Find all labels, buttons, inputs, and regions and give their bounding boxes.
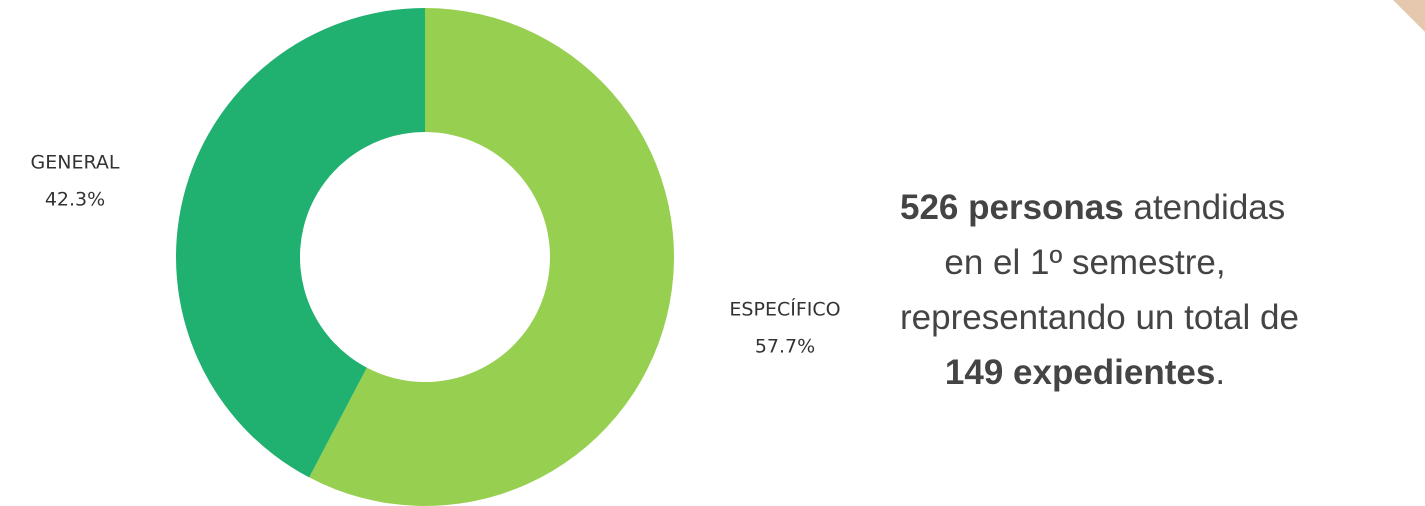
annotation-text: 149 expedientes xyxy=(944,353,1216,392)
annotation-text: atendidas xyxy=(1123,188,1286,227)
annotation-text: . xyxy=(1215,353,1226,392)
donut-slice xyxy=(309,8,674,506)
annotation-line: representando un total de xyxy=(900,290,1299,345)
annotation-line: en el 1º semestre, xyxy=(900,235,1270,290)
slice-label: ESPECÍFICO xyxy=(729,298,840,321)
slice-value-label: 57.7% xyxy=(755,336,815,358)
annotation-line: 526 personas atendidas xyxy=(900,180,1285,235)
annotation-line: 149 expedientes. xyxy=(900,345,1270,400)
annotation-text: 526 personas xyxy=(900,188,1124,227)
slice-value-label: 42.3% xyxy=(45,189,105,211)
slice-label: GENERAL xyxy=(31,152,120,174)
annotation-text: representando un total de xyxy=(900,298,1299,337)
donut-slice xyxy=(176,8,425,478)
annotation-text: en el 1º semestre, xyxy=(944,243,1226,282)
annotation: 526 personas atendidas en el 1º semestre,… xyxy=(900,180,1299,400)
corner-decoration xyxy=(1393,0,1425,32)
